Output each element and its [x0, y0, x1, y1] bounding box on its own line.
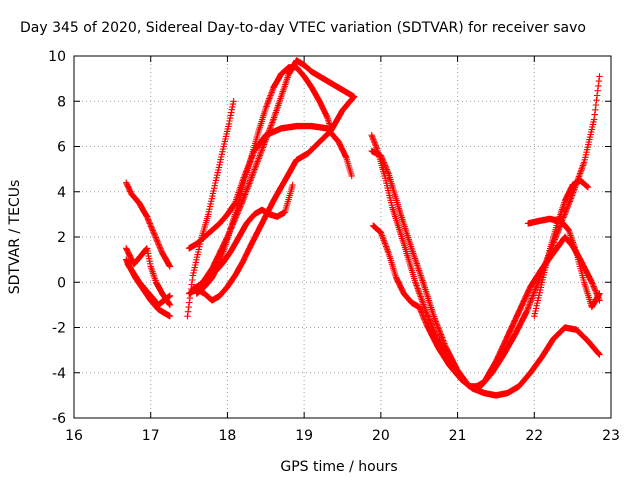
series-arc-5 [184, 98, 237, 320]
chart-title: Day 345 of 2020, Sidereal Day-to-day VTE… [20, 20, 586, 36]
data-point-markers [184, 98, 237, 320]
y-tick-label: 4 [57, 185, 66, 201]
x-tick-label: 22 [525, 428, 543, 444]
data-point-markers [123, 179, 174, 270]
series-arc-14 [524, 215, 603, 311]
x-axis-label: GPS time / hours [280, 459, 397, 475]
x-tick-label: 19 [295, 428, 313, 444]
data-layer [123, 57, 603, 399]
data-point-markers [531, 177, 592, 320]
tick-layer [73, 55, 612, 419]
x-tick-label: 18 [219, 428, 237, 444]
y-tick-label: 2 [57, 230, 66, 246]
series-arc-1 [123, 179, 174, 270]
data-point-markers [368, 132, 603, 399]
y-tick-label: -6 [52, 411, 66, 427]
y-tick-label: 8 [57, 94, 66, 110]
data-point-markers [193, 64, 335, 297]
label-layer: 16 17 18 19 20 21 22 23 -6 -4 -2 0 2 4 6 8 10 [48, 49, 620, 444]
x-tick-label: 21 [449, 428, 467, 444]
y-axis-label: SDTVAR / TECUs [7, 180, 23, 295]
x-tick-label: 20 [372, 428, 390, 444]
series-arc-11 [368, 132, 603, 399]
series-arc-6 [185, 122, 355, 252]
data-point-markers [185, 122, 355, 252]
data-point-markers [524, 215, 603, 311]
series-arc-10 [193, 93, 358, 304]
data-point-markers [124, 260, 174, 309]
y-tick-label: 6 [57, 140, 66, 156]
series-arc-9 [193, 64, 335, 297]
x-tick-label: 17 [142, 428, 160, 444]
y-tick-label: -4 [52, 366, 66, 382]
y-tick-label: 10 [48, 49, 66, 65]
data-point-markers [193, 93, 358, 304]
series-arc-4 [124, 260, 174, 309]
y-tick-label: 0 [57, 275, 66, 291]
y-tick-label: -2 [52, 321, 66, 337]
x-tick-label: 23 [602, 428, 620, 444]
x-tick-label: 16 [65, 428, 83, 444]
series-arc-15 [531, 177, 592, 320]
